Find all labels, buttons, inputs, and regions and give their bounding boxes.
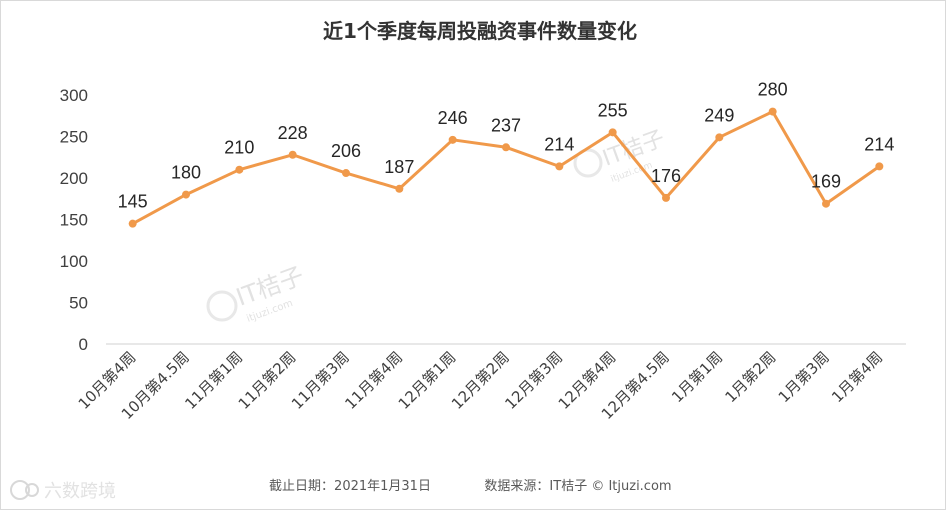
data-point bbox=[875, 162, 884, 171]
data-point bbox=[555, 162, 564, 171]
data-labels: 145 180 210 228 206 187 246 237 214 255 176 249 280 1… bbox=[118, 80, 895, 212]
y-tick-label: 50 bbox=[69, 294, 88, 313]
corner-watermark-text: 六数跨境 bbox=[44, 481, 116, 502]
data-point bbox=[182, 190, 190, 199]
data-label: 246 bbox=[438, 108, 468, 128]
data-label: 176 bbox=[651, 166, 681, 186]
data-label: 237 bbox=[491, 115, 521, 135]
data-point bbox=[395, 184, 404, 193]
y-axis-ticks: 0 50 100 150 200 250 300 bbox=[60, 86, 88, 354]
data-label: 214 bbox=[544, 134, 574, 154]
data-point bbox=[662, 193, 670, 202]
data-point bbox=[448, 135, 457, 144]
data-label: 228 bbox=[278, 123, 308, 143]
data-label: 214 bbox=[864, 134, 894, 154]
data-label: 180 bbox=[171, 163, 201, 183]
footer-date: 截止日期：2021年1月31日 bbox=[269, 479, 431, 494]
watermark-brand-2: IT桔子 bbox=[232, 261, 307, 311]
corner-logo-icon bbox=[10, 480, 30, 500]
data-label: 255 bbox=[598, 100, 628, 120]
data-point bbox=[822, 199, 830, 208]
y-tick-label: 150 bbox=[60, 211, 88, 230]
corner-watermark: 六数跨境 bbox=[10, 480, 116, 502]
y-tick-label: 200 bbox=[60, 169, 88, 188]
watermark-logo-2: IT桔子 itjuzi.com bbox=[206, 261, 308, 325]
y-tick-label: 250 bbox=[60, 128, 88, 147]
data-point bbox=[128, 219, 137, 228]
y-tick-label: 300 bbox=[60, 86, 88, 105]
data-label: 169 bbox=[811, 172, 841, 192]
x-tick-label: 1月第3周 bbox=[775, 348, 833, 406]
data-label: 249 bbox=[704, 105, 734, 125]
x-tick-label: 1月第1周 bbox=[668, 348, 726, 406]
data-point bbox=[768, 107, 777, 116]
x-tick-label: 1月第2周 bbox=[721, 348, 779, 406]
chart-title: 近1个季度每周投融资事件数量变化 bbox=[323, 19, 637, 43]
data-label: 280 bbox=[758, 80, 788, 100]
y-tick-label: 100 bbox=[60, 252, 88, 271]
x-axis-ticks: 10月第4周10月第4.5周11月第1周11月第2周11月第3周11月第4周12… bbox=[75, 348, 886, 423]
data-point bbox=[715, 133, 724, 142]
data-label: 145 bbox=[118, 192, 148, 212]
data-point bbox=[235, 165, 244, 174]
data-point bbox=[288, 150, 297, 159]
x-tick-label: 1月第4周 bbox=[828, 348, 886, 406]
data-points bbox=[128, 107, 884, 228]
data-point bbox=[342, 169, 350, 178]
data-label: 206 bbox=[331, 141, 361, 161]
y-tick-label: 0 bbox=[79, 335, 88, 354]
data-label: 210 bbox=[224, 138, 254, 158]
data-label: 187 bbox=[384, 157, 414, 177]
data-point bbox=[608, 128, 617, 137]
data-point bbox=[502, 143, 510, 152]
footer-source: 数据来源：IT桔子 © Itjuzi.com bbox=[484, 479, 671, 494]
